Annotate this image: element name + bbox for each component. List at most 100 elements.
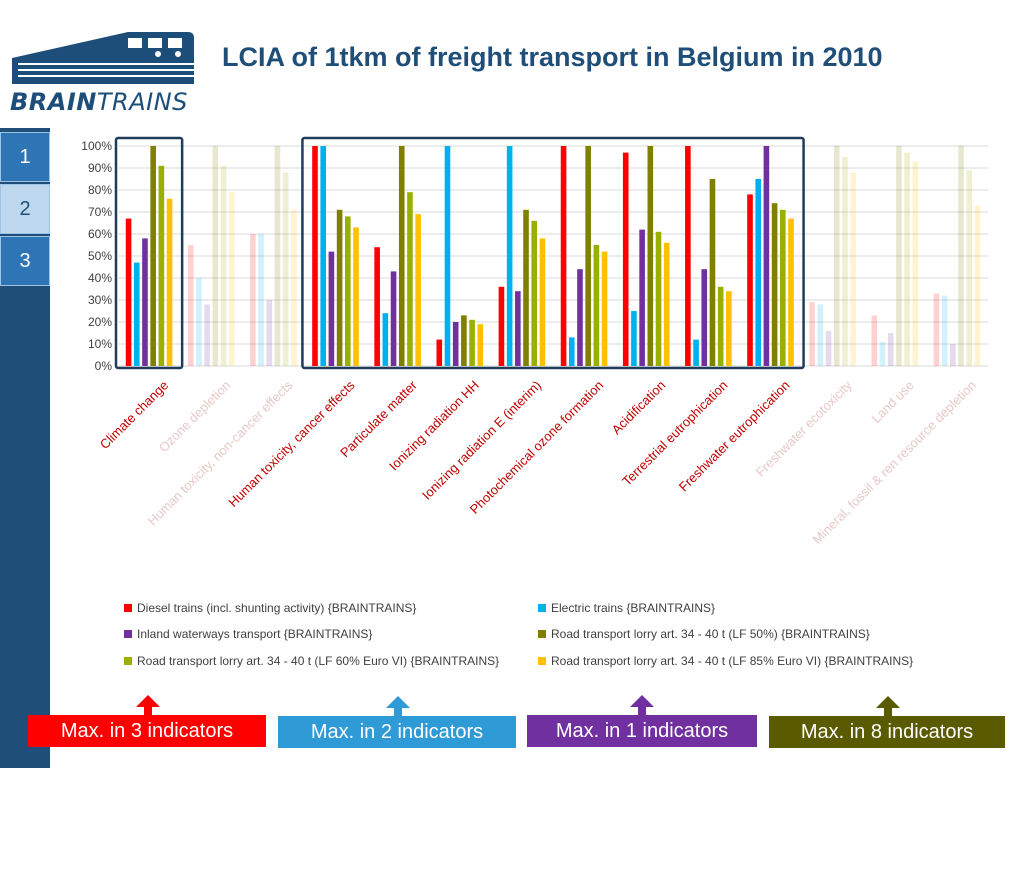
- page-number: 10: [16, 865, 29, 877]
- bar: [647, 146, 654, 366]
- bar: [196, 278, 202, 366]
- callout-arrow-stem: [394, 708, 402, 716]
- x-tick-label: Photochemical ozone formation: [467, 378, 606, 517]
- bar: [755, 179, 761, 366]
- y-tick-label: 60%: [88, 227, 112, 241]
- bar: [266, 300, 273, 366]
- bar: [469, 319, 475, 366]
- braintrains-logo: [12, 32, 194, 84]
- y-tick-label: 50%: [88, 249, 112, 263]
- bar: [407, 192, 413, 366]
- bar: [655, 231, 662, 366]
- bar: [747, 194, 753, 366]
- bar: [498, 286, 505, 366]
- bar: [436, 339, 443, 366]
- legend-item: Electric trains {BRAINTRAINS}: [538, 601, 715, 615]
- sidebar-item-2[interactable]: 2: [0, 184, 50, 234]
- lcia-bar-chart: 0%10%20%30%40%50%60%70%80%90%100%Climate…: [81, 136, 988, 547]
- legend-item: Road transport lorry art. 34 - 40 t (LF …: [538, 654, 913, 668]
- callout-box: Max. in 2 indicators: [278, 716, 516, 748]
- x-tick-label: Ionizing radiation E (interim): [419, 378, 544, 503]
- callout-arrow: [630, 695, 654, 707]
- bar: [258, 234, 264, 366]
- y-tick-label: 70%: [88, 205, 112, 219]
- callout-arrow: [876, 696, 900, 708]
- x-tick-label: Land use: [868, 378, 916, 426]
- sidebar: 1 2 3 10: [0, 128, 50, 877]
- callout-box: Max. in 8 indicators: [769, 716, 1005, 748]
- bar: [228, 192, 235, 366]
- bar: [709, 179, 716, 366]
- legend-item: Road transport lorry art. 34 - 40 t (LF …: [124, 654, 499, 668]
- bar: [250, 234, 256, 366]
- bar: [825, 330, 832, 366]
- legend-item: Diesel trains (incl. shunting activity) …: [124, 601, 416, 615]
- bar: [320, 146, 326, 366]
- highlight-box: [301, 136, 805, 370]
- callout-box: Max. in 3 indicators: [28, 715, 266, 747]
- bar: [809, 302, 815, 366]
- legend-label: Road transport lorry art. 34 - 40 t (LF …: [137, 654, 500, 668]
- bar: [568, 337, 575, 366]
- bar: [523, 209, 529, 366]
- legend-label: Diesel trains (incl. shunting activity) …: [137, 601, 417, 615]
- bar: [374, 247, 380, 366]
- bar: [515, 291, 521, 366]
- bar: [539, 238, 546, 366]
- bar: [631, 311, 637, 366]
- callout-arrow-stem: [144, 707, 152, 715]
- y-tick-label: 10%: [88, 337, 112, 351]
- sidebar-item-1[interactable]: 1: [0, 132, 50, 182]
- sidebar-item-3[interactable]: 3: [0, 236, 50, 286]
- bar: [398, 146, 405, 366]
- bar: [142, 238, 148, 366]
- bar: [788, 218, 794, 366]
- bar: [477, 324, 484, 366]
- bar: [601, 251, 608, 366]
- bar: [585, 146, 591, 366]
- bar: [158, 165, 165, 366]
- bar: [817, 304, 824, 366]
- bar: [531, 220, 538, 366]
- legend-swatch: [124, 657, 132, 665]
- bar: [444, 146, 451, 366]
- bar: [166, 198, 173, 366]
- bar: [312, 146, 318, 366]
- legend-swatch: [538, 604, 546, 612]
- bar: [282, 172, 289, 366]
- bar: [763, 146, 770, 366]
- logo-text: BRAINTRAINS: [10, 88, 188, 116]
- bar: [887, 333, 894, 366]
- bar: [560, 146, 567, 366]
- bar: [133, 262, 140, 366]
- legend-swatch: [538, 657, 546, 665]
- bar: [717, 286, 724, 366]
- callout-arrow: [136, 695, 160, 707]
- bar: [390, 271, 397, 366]
- bar: [506, 146, 513, 366]
- y-tick-label: 0%: [95, 359, 113, 373]
- bar: [726, 291, 732, 366]
- bar: [871, 315, 878, 366]
- highlight-box: [114, 136, 184, 370]
- legend-label: Road transport lorry art. 34 - 40 t (LF …: [551, 627, 870, 641]
- bar: [622, 152, 629, 366]
- y-tick-label: 80%: [88, 183, 112, 197]
- bar: [328, 251, 335, 366]
- x-tick-label: Human toxicity, cancer effects: [225, 377, 358, 510]
- bar: [577, 269, 583, 366]
- bar: [382, 313, 389, 366]
- bar: [966, 170, 973, 366]
- callout-arrow: [386, 696, 410, 708]
- bar: [461, 315, 467, 366]
- bar: [850, 172, 856, 366]
- bar: [336, 209, 343, 366]
- y-tick-label: 30%: [88, 293, 112, 307]
- legend-swatch: [538, 630, 546, 638]
- bar: [415, 214, 421, 366]
- legend-swatch: [124, 630, 132, 638]
- callout-arrow-stem: [884, 708, 892, 716]
- page-title: LCIA of 1tkm of freight transport in Bel…: [222, 42, 883, 72]
- bar: [912, 161, 919, 366]
- bar: [771, 203, 778, 366]
